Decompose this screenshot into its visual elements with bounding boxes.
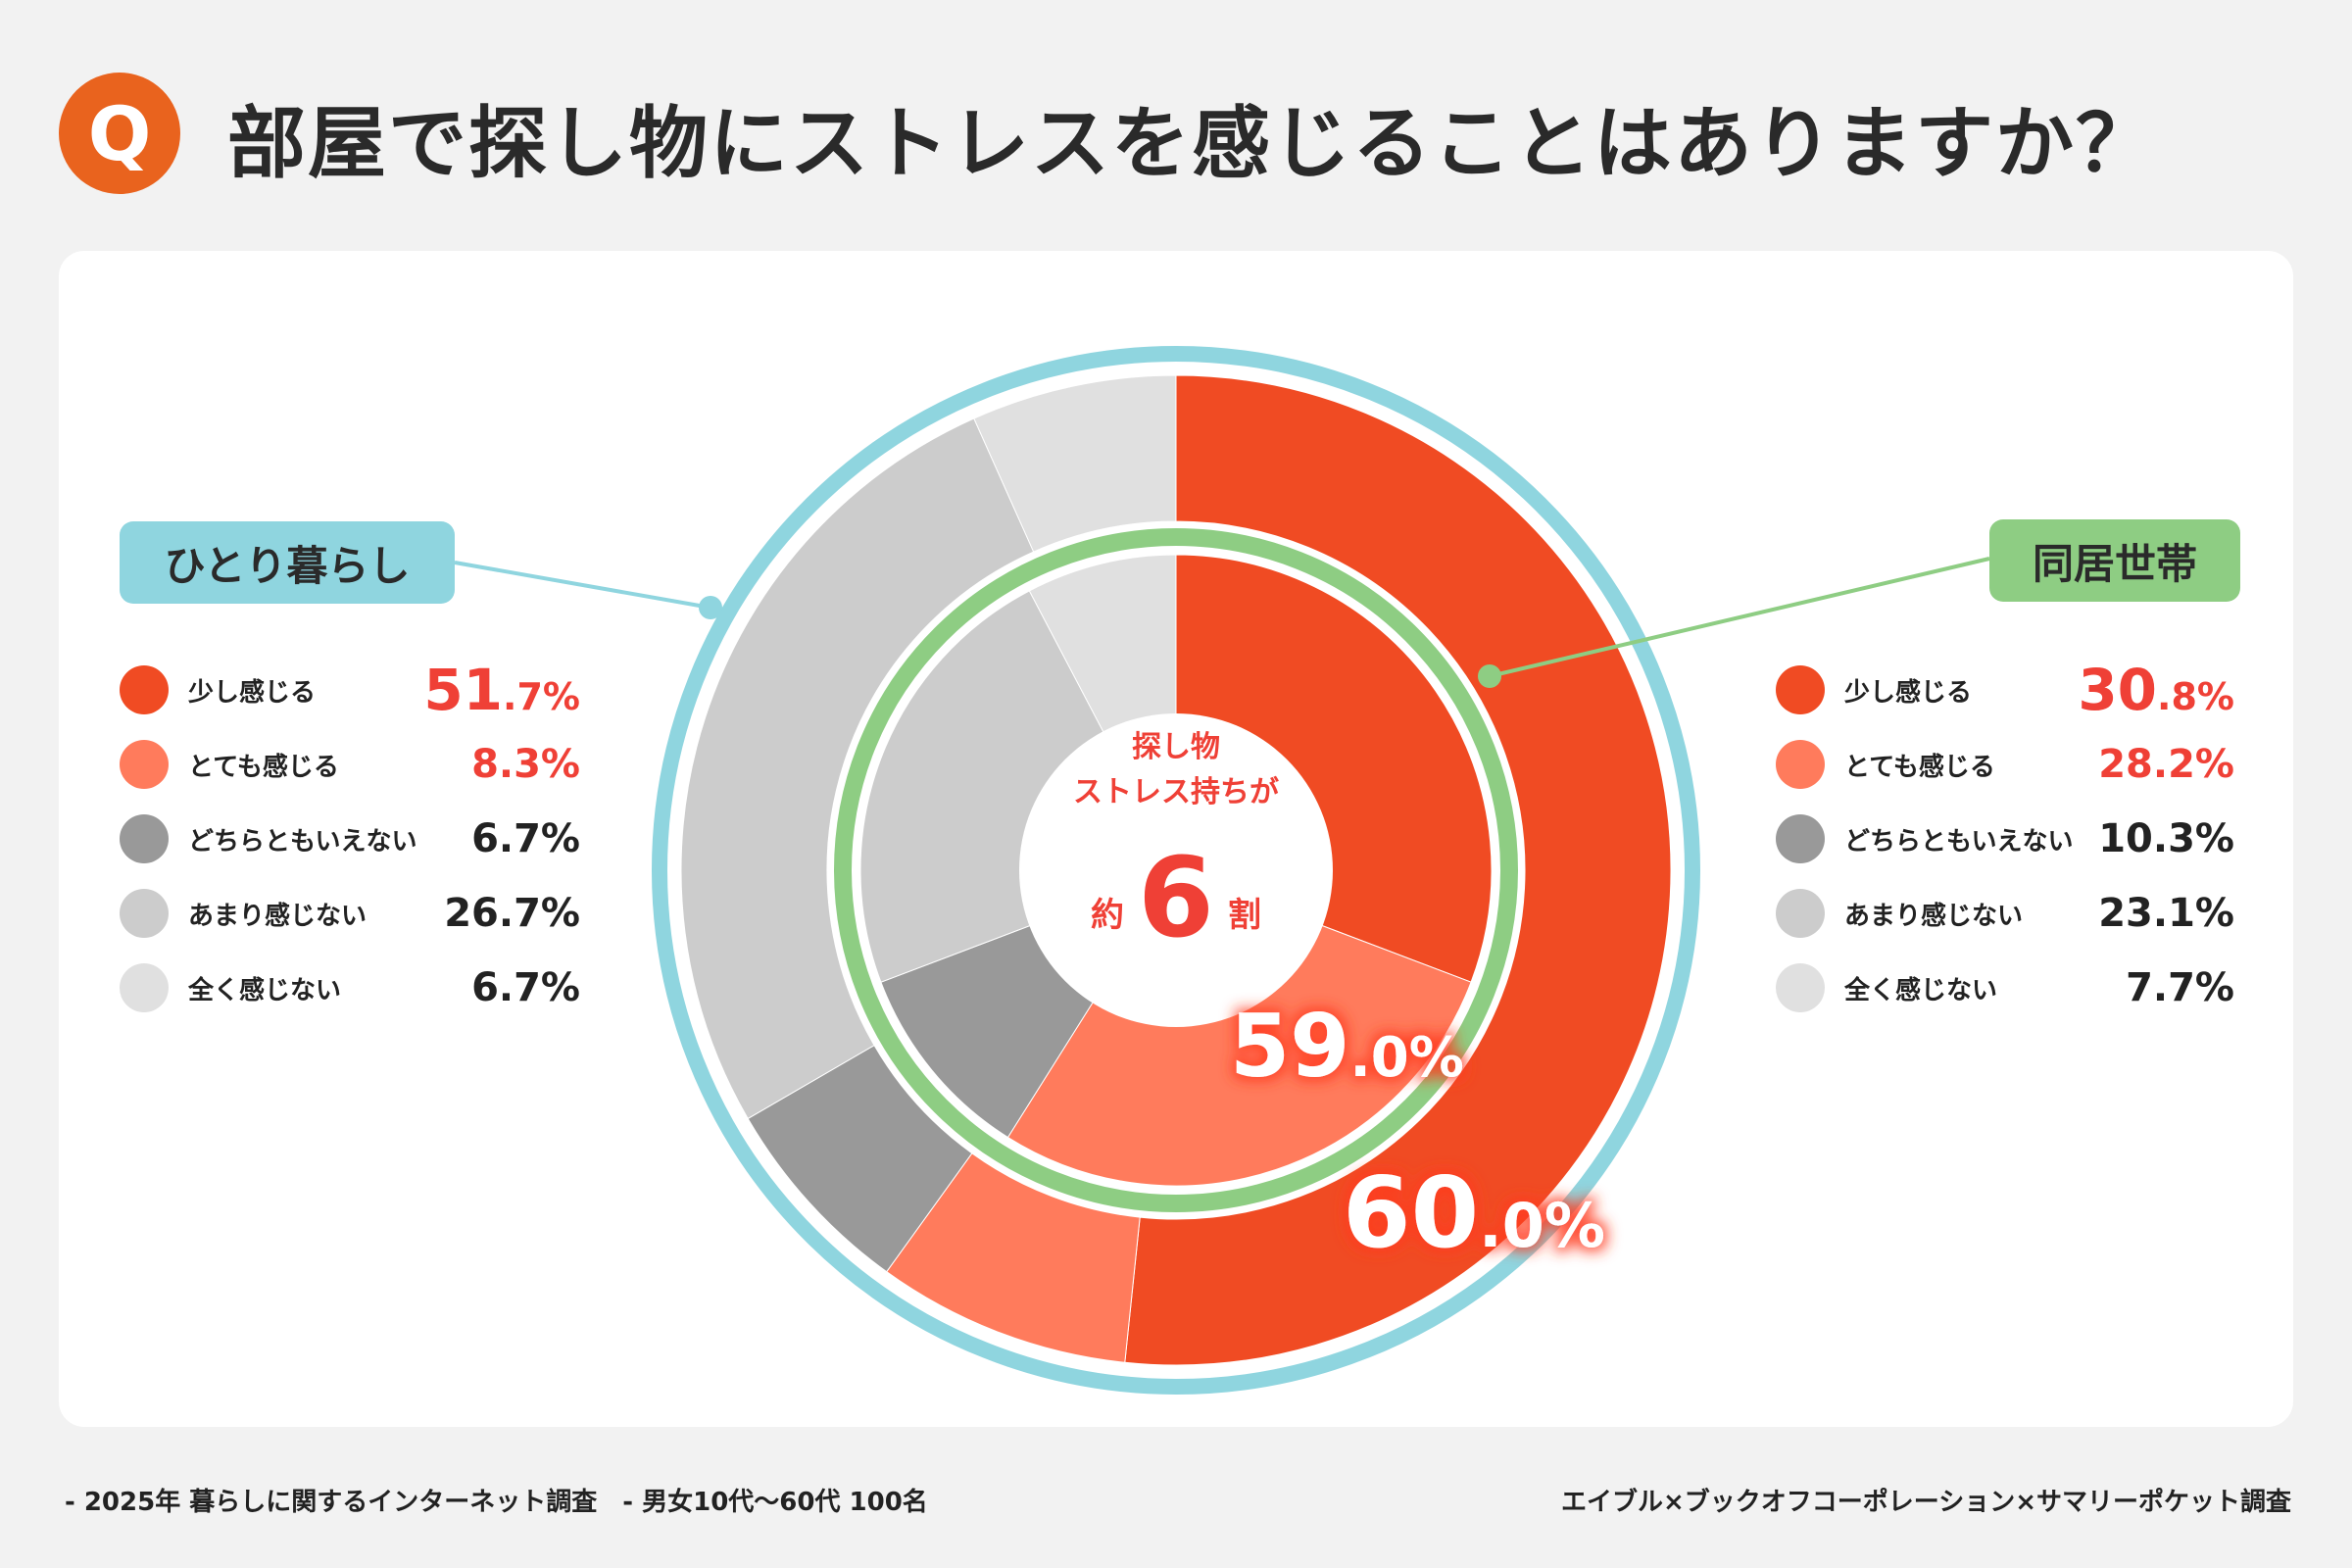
legend-category: どちらともいえない [1844, 826, 2074, 857]
center-line2: ストレス持ちが [1073, 775, 1279, 809]
legend-row: とても感じる 28.2% [1776, 727, 2234, 802]
legend-value: 28.2% [2098, 742, 2234, 787]
center-line1: 探し物 [1132, 730, 1220, 764]
left-connector-dot [699, 596, 722, 619]
legend-dot-icon [1776, 889, 1825, 938]
legend-row: どちらともいえない 10.3% [1776, 802, 2234, 876]
legend-family: 少し感じる 30.8% とても感じる 28.2% どちらともいえない 10.3% あまり感じ… [1776, 653, 2234, 1025]
inner-total-label: 59.0% [1230, 996, 1464, 1097]
legend-value: 6.7% [471, 965, 580, 1010]
legend-dot-icon [120, 665, 169, 714]
legend-value-frac: .7% [503, 675, 580, 718]
legend-dot-icon [1776, 963, 1825, 1012]
outer-slice-1 [1124, 374, 1672, 1366]
legend-row: あまり感じない 23.1% [1776, 876, 2234, 951]
outer-total-label: 60.0% [1343, 1155, 1605, 1270]
legend-value-int: 23.1% [2098, 891, 2234, 936]
legend-row: あまり感じない 26.7% [120, 876, 580, 951]
legend-category: とても感じる [188, 752, 339, 782]
legend-single: 少し感じる 51.7% とても感じる 8.3% どちらともいえない 6.7% あまり感じない… [120, 653, 580, 1025]
center-pre: 約 [1091, 896, 1124, 935]
right-connector-dot [1478, 664, 1501, 688]
legend-value: 10.3% [2098, 816, 2234, 861]
legend-category: あまり感じない [1844, 901, 2024, 931]
outer-total-frac: .0% [1479, 1190, 1605, 1261]
legend-value: 7.7% [2126, 965, 2234, 1010]
outer-ring [652, 346, 1700, 1395]
footer-survey-info: - 2025年 暮らしに関するインターネット調査 - 男女10代〜60代 100… [65, 1488, 928, 1517]
legend-dot-icon [120, 814, 169, 863]
center-number: 6 [1138, 835, 1214, 962]
outer-total-int: 60 [1343, 1155, 1479, 1270]
legend-category: 少し感じる [1844, 677, 1973, 708]
legend-value: 23.1% [2098, 891, 2234, 936]
legend-value-int: 10.3% [2098, 816, 2234, 861]
right-connector-line [1489, 557, 1990, 678]
legend-row: とても感じる 8.3% [120, 727, 580, 802]
footer-credit: エイブル×ブックオフコーポレーション×サマリーポケット調査 [1560, 1488, 2291, 1517]
inner-total-frac: .0% [1349, 1026, 1463, 1090]
inner-slice-2 [1006, 869, 1472, 1187]
legend-value: 6.7% [471, 816, 580, 861]
legend-value: 51.7% [423, 657, 580, 723]
legend-category: どちらともいえない [188, 826, 417, 857]
legend-dot-icon [120, 963, 169, 1012]
legend-row: 少し感じる 30.8% [1776, 653, 2234, 727]
group-label-family: 同居世帯 [1989, 519, 2240, 602]
legend-dot-icon [1776, 665, 1825, 714]
question-title: 部屋で探し物にストレスを感じることはありますか？ [227, 98, 2156, 189]
legend-value: 8.3% [471, 742, 580, 787]
inner-ring [834, 528, 1518, 1212]
left-connector-line [454, 561, 711, 610]
legend-value-frac: .8% [2157, 675, 2234, 718]
legend-value: 26.7% [444, 891, 580, 936]
legend-value-int: 8.3% [471, 742, 580, 787]
legend-category: とても感じる [1844, 752, 1995, 782]
center-circle [1019, 713, 1333, 1027]
legend-value-int: 28.2% [2098, 742, 2234, 787]
legend-row: 少し感じる 51.7% [120, 653, 580, 727]
legend-dot-icon [1776, 740, 1825, 789]
legend-dot-icon [1776, 814, 1825, 863]
legend-value-int: 6.7% [471, 965, 580, 1010]
question-badge: Q [59, 73, 180, 194]
legend-row: 全く感じない 6.7% [120, 951, 580, 1025]
inner-total-int: 59 [1230, 996, 1349, 1097]
legend-value-int: 6.7% [471, 816, 580, 861]
legend-row: 全く感じない 7.7% [1776, 951, 2234, 1025]
legend-category: あまり感じない [188, 901, 368, 931]
legend-value-int: 51 [423, 657, 504, 723]
legend-category: 全く感じない [188, 975, 342, 1005]
legend-dot-icon [120, 740, 169, 789]
legend-category: 全く感じない [1844, 975, 1998, 1005]
legend-dot-icon [120, 889, 169, 938]
legend-value-int: 7.7% [2126, 965, 2234, 1010]
legend-category: 少し感じる [188, 677, 317, 708]
legend-row: どちらともいえない 6.7% [120, 802, 580, 876]
legend-value-int: 30 [2078, 657, 2158, 723]
legend-value-int: 26.7% [444, 891, 580, 936]
legend-value: 30.8% [2078, 657, 2234, 723]
outer-donut [680, 374, 1672, 1366]
group-label-single: ひとり暮らし [120, 521, 455, 604]
center-post: 割 [1228, 896, 1261, 935]
